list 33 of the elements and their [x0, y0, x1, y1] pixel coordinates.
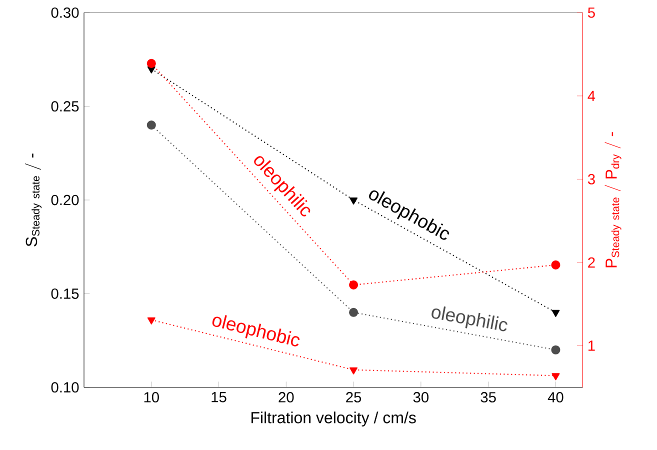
x-tick-label: 20 [278, 392, 294, 402]
point [147, 317, 156, 324]
text: oleophilic [432, 306, 508, 332]
x-tick-label: 40 [548, 392, 564, 402]
point [146, 120, 156, 130]
y-tick-label: 0.15 [51, 288, 79, 299]
y-tick-label: 0.10 [51, 382, 79, 393]
x-tick-label: 30 [413, 392, 429, 402]
y2-tick-label: 5 [588, 8, 595, 18]
y-tick-label: 0.25 [51, 101, 79, 112]
y2-tick-label: 2 [588, 257, 595, 268]
point [552, 373, 560, 380]
point [552, 310, 560, 317]
point [551, 345, 560, 354]
point [349, 308, 358, 317]
point [350, 197, 358, 205]
point [349, 280, 358, 290]
y2-axis-title: $\mathrm{P_{Steady\ state}\ /\ P_{dry}\ /\ \mbox{-}}$ [604, 132, 622, 268]
x-tick-label: 35 [480, 392, 496, 402]
x-tick-label: 10 [144, 392, 159, 402]
text: oleophobic [212, 315, 300, 346]
x-axis-title: Filtration velocity / cm/s [252, 412, 416, 426]
y-tick-label: 0.20 [51, 194, 79, 206]
y2-tick-label: 4 [588, 90, 596, 101]
point [551, 260, 560, 270]
y-tick-label: 0.30 [51, 7, 79, 18]
x-tick-label: 25 [346, 392, 362, 402]
point [350, 367, 358, 374]
y2-tick-label: 3 [588, 174, 595, 184]
y-axis-title: $\mathrm{S_{Steady\ state}\ /\ \mbox{-}}$ [24, 154, 42, 246]
y2-tick-label: 1 [588, 340, 595, 351]
point [146, 58, 156, 68]
x-tick-label: 15 [212, 392, 226, 402]
